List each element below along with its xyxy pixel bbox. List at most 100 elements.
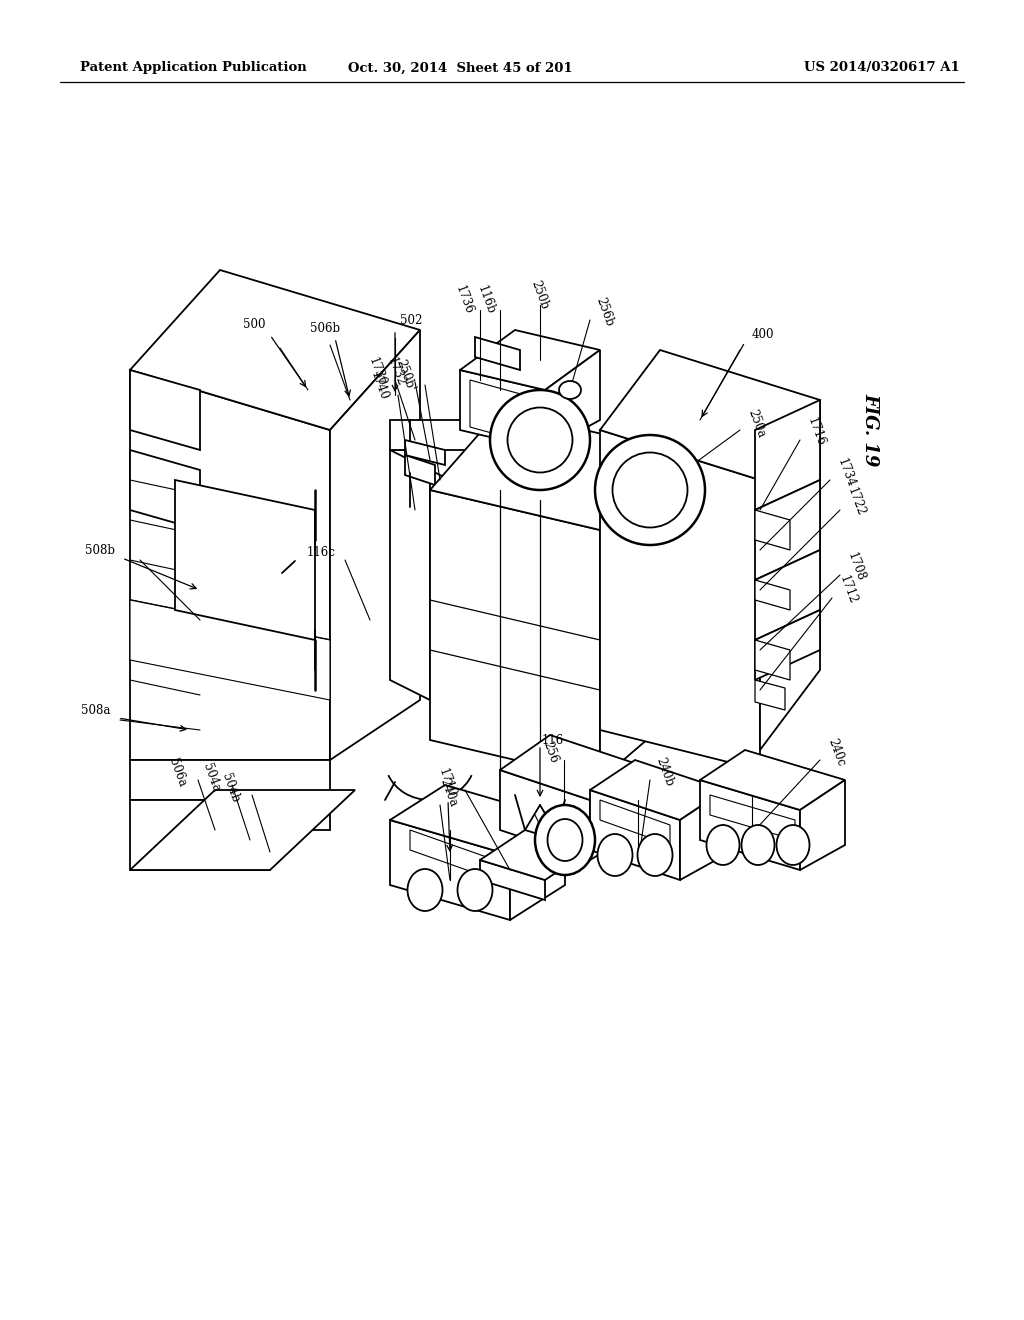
- Text: 1722: 1722: [845, 486, 867, 519]
- Polygon shape: [470, 380, 535, 445]
- Polygon shape: [755, 680, 785, 710]
- Polygon shape: [460, 370, 545, 450]
- Text: 504a: 504a: [200, 762, 222, 795]
- Text: 506b: 506b: [310, 322, 340, 334]
- Polygon shape: [130, 789, 355, 870]
- Text: 1740: 1740: [368, 370, 390, 403]
- Text: 240c: 240c: [825, 737, 847, 768]
- Polygon shape: [390, 820, 510, 920]
- Polygon shape: [680, 789, 725, 880]
- Polygon shape: [480, 830, 590, 880]
- Polygon shape: [130, 601, 330, 700]
- Text: 240b: 240b: [653, 755, 676, 788]
- Polygon shape: [755, 610, 820, 680]
- Polygon shape: [600, 350, 820, 480]
- Polygon shape: [500, 735, 640, 800]
- Polygon shape: [710, 795, 795, 840]
- Polygon shape: [600, 800, 670, 845]
- Ellipse shape: [595, 436, 705, 545]
- Text: 1736: 1736: [453, 284, 475, 317]
- Text: 250a: 250a: [745, 408, 767, 440]
- Text: 1732: 1732: [385, 356, 407, 388]
- Text: 256b: 256b: [593, 296, 615, 329]
- Polygon shape: [760, 400, 820, 750]
- Text: Oct. 30, 2014  Sheet 45 of 201: Oct. 30, 2014 Sheet 45 of 201: [348, 62, 572, 74]
- Polygon shape: [755, 550, 820, 640]
- Text: 502: 502: [400, 314, 422, 326]
- Polygon shape: [700, 780, 800, 870]
- Polygon shape: [510, 820, 565, 920]
- Polygon shape: [410, 830, 495, 880]
- Polygon shape: [130, 450, 200, 531]
- Polygon shape: [755, 640, 790, 680]
- Text: 250b': 250b': [393, 358, 417, 393]
- Ellipse shape: [458, 869, 493, 911]
- Ellipse shape: [490, 389, 590, 490]
- Polygon shape: [430, 490, 600, 780]
- Text: 1730: 1730: [366, 356, 388, 388]
- Text: US 2014/0320617 A1: US 2014/0320617 A1: [804, 62, 961, 74]
- Ellipse shape: [597, 834, 633, 876]
- Text: 1710: 1710: [435, 767, 458, 799]
- Polygon shape: [500, 770, 590, 861]
- Polygon shape: [130, 760, 330, 830]
- Ellipse shape: [776, 825, 810, 865]
- Ellipse shape: [707, 825, 739, 865]
- Ellipse shape: [559, 381, 581, 399]
- Text: 256: 256: [540, 739, 560, 764]
- Polygon shape: [175, 480, 315, 640]
- Polygon shape: [130, 370, 330, 760]
- Polygon shape: [475, 337, 520, 370]
- Ellipse shape: [508, 408, 572, 473]
- Ellipse shape: [535, 805, 595, 875]
- Text: 250b: 250b: [528, 279, 551, 312]
- Text: 1712: 1712: [837, 574, 859, 606]
- Ellipse shape: [612, 453, 687, 528]
- Polygon shape: [430, 470, 470, 710]
- Polygon shape: [700, 750, 845, 810]
- Polygon shape: [460, 330, 600, 389]
- Polygon shape: [406, 455, 435, 484]
- Text: 1734: 1734: [835, 457, 857, 490]
- Text: 508a: 508a: [81, 704, 110, 717]
- Ellipse shape: [548, 818, 583, 861]
- Polygon shape: [590, 760, 725, 820]
- Polygon shape: [130, 271, 420, 430]
- Polygon shape: [755, 579, 790, 610]
- Polygon shape: [130, 370, 200, 450]
- Polygon shape: [755, 480, 820, 579]
- Text: 240a: 240a: [437, 777, 459, 809]
- Polygon shape: [390, 420, 490, 450]
- Ellipse shape: [638, 834, 673, 876]
- Text: 400: 400: [752, 329, 774, 342]
- Polygon shape: [755, 510, 790, 550]
- Text: 500: 500: [243, 318, 265, 331]
- Polygon shape: [600, 450, 670, 780]
- Text: 506a: 506a: [166, 756, 188, 789]
- Polygon shape: [390, 785, 565, 855]
- Polygon shape: [590, 789, 680, 880]
- Text: 116c: 116c: [306, 545, 335, 558]
- Polygon shape: [600, 430, 760, 770]
- Text: 504b: 504b: [219, 772, 242, 804]
- Polygon shape: [755, 400, 820, 510]
- Polygon shape: [130, 800, 270, 870]
- Text: Patent Application Publication: Patent Application Publication: [80, 62, 307, 74]
- Text: 508b: 508b: [85, 544, 115, 557]
- Polygon shape: [590, 766, 640, 861]
- Text: 1708: 1708: [845, 550, 867, 583]
- Ellipse shape: [741, 825, 774, 865]
- Polygon shape: [330, 330, 420, 760]
- Polygon shape: [390, 420, 410, 450]
- Text: 1716: 1716: [805, 416, 827, 449]
- Polygon shape: [430, 411, 670, 531]
- Polygon shape: [800, 780, 845, 870]
- Polygon shape: [480, 861, 545, 900]
- Text: 116: 116: [542, 734, 564, 747]
- Polygon shape: [406, 440, 445, 465]
- Ellipse shape: [408, 869, 442, 911]
- Polygon shape: [390, 450, 430, 700]
- Polygon shape: [545, 350, 600, 450]
- Text: 116b: 116b: [474, 284, 497, 317]
- Text: FIG. 19: FIG. 19: [861, 393, 879, 467]
